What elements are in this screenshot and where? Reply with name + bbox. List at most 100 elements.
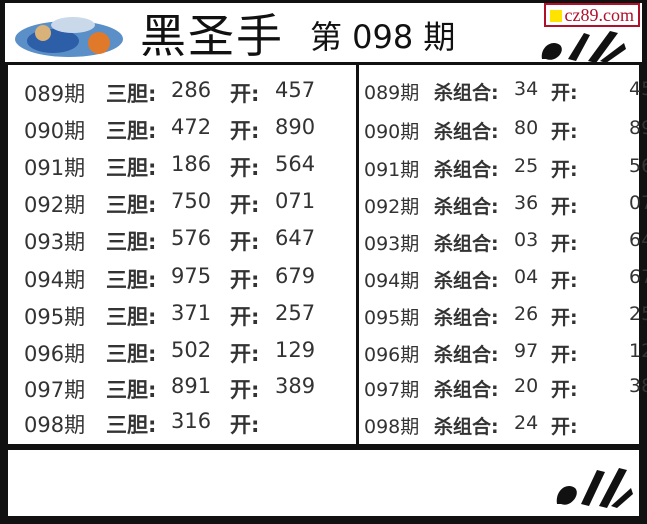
value: 472 xyxy=(171,115,212,139)
value: 26 xyxy=(514,303,539,325)
label: 杀组合: xyxy=(434,82,499,104)
issue-number: 090期 xyxy=(364,121,420,143)
value: 34 xyxy=(514,78,539,100)
label: 三胆: xyxy=(106,342,157,366)
open-label: 开: xyxy=(551,416,578,438)
label: 杀组合: xyxy=(434,307,499,329)
label: 三胆: xyxy=(106,156,157,180)
issue-number: 095期 xyxy=(24,305,86,329)
value: 316 xyxy=(171,409,212,433)
open-value: 457 xyxy=(275,78,316,102)
open-label: 开: xyxy=(230,230,260,254)
value: 20 xyxy=(514,375,539,397)
issue-number: 096期 xyxy=(24,342,86,366)
issue-label: 第 098 期 xyxy=(310,18,456,56)
open-value: 129 xyxy=(629,340,647,362)
issue-number: 094期 xyxy=(364,270,420,292)
label: 三胆: xyxy=(106,82,157,106)
open-label: 开: xyxy=(230,305,260,329)
open-value: 890 xyxy=(629,117,647,139)
label: 三胆: xyxy=(106,413,157,437)
label: 杀组合: xyxy=(434,379,499,401)
open-label: 开: xyxy=(230,413,260,437)
three-dan-panel: 089期 三胆: 286 开: 457 090期 三胆: 472 开: 890 091期 三胆: 186… xyxy=(5,62,359,447)
logo-image xyxy=(15,17,123,57)
open-label: 开: xyxy=(230,342,260,366)
value: 04 xyxy=(514,266,539,288)
value: 286 xyxy=(171,78,212,102)
open-value: 257 xyxy=(629,303,647,325)
open-value: 679 xyxy=(629,266,647,288)
open-label: 开: xyxy=(551,121,578,143)
open-value: 890 xyxy=(275,115,316,139)
footer-box xyxy=(5,447,642,519)
value: 36 xyxy=(514,192,539,214)
value: 576 xyxy=(171,226,212,250)
open-value: 071 xyxy=(275,189,316,213)
label: 三胆: xyxy=(106,268,157,292)
label: 三胆: xyxy=(106,305,157,329)
issue-number: 092期 xyxy=(364,196,420,218)
label: 杀组合: xyxy=(434,270,499,292)
issue-number: 097期 xyxy=(364,379,420,401)
open-label: 开: xyxy=(551,196,578,218)
issue-number: 089期 xyxy=(24,82,86,106)
open-value: 679 xyxy=(275,264,316,288)
value: 186 xyxy=(171,152,212,176)
label: 杀组合: xyxy=(434,159,499,181)
open-label: 开: xyxy=(551,379,578,401)
watermark-text: cz89.com xyxy=(564,5,634,25)
open-value: 389 xyxy=(629,375,647,397)
signature-mark xyxy=(541,31,626,63)
label: 杀组合: xyxy=(434,121,499,143)
open-value: 129 xyxy=(275,338,316,362)
square-icon xyxy=(549,10,562,22)
value: 371 xyxy=(171,301,212,325)
open-label: 开: xyxy=(230,119,260,143)
issue-number: 098期 xyxy=(24,413,86,437)
issue-number: 090期 xyxy=(24,119,86,143)
open-value: 564 xyxy=(629,155,647,177)
issue-number: 092期 xyxy=(24,193,86,217)
label: 杀组合: xyxy=(434,344,499,366)
issue-number: 093期 xyxy=(24,230,86,254)
label: 三胆: xyxy=(106,193,157,217)
open-label: 开: xyxy=(551,159,578,181)
issue-number: 089期 xyxy=(364,82,420,104)
open-label: 开: xyxy=(230,82,260,106)
kill-combo-panel: 089期杀组合:34开:457090期杀组合:80开:890091期杀组合:25… xyxy=(356,62,647,447)
open-label: 开: xyxy=(551,82,578,104)
value: 80 xyxy=(514,117,539,139)
issue-number: 091期 xyxy=(24,156,86,180)
open-label: 开: xyxy=(551,270,578,292)
value: 750 xyxy=(171,189,212,213)
label: 三胆: xyxy=(106,378,157,402)
value: 502 xyxy=(171,338,212,362)
watermark-badge: cz89.com xyxy=(543,3,640,27)
open-label: 开: xyxy=(230,268,260,292)
open-label: 开: xyxy=(230,156,260,180)
value: 24 xyxy=(514,412,539,434)
label: 杀组合: xyxy=(434,416,499,438)
issue-number: 097期 xyxy=(24,378,86,402)
page-title: 黑圣手 xyxy=(140,9,284,63)
label: 三胆: xyxy=(106,119,157,143)
open-value: 564 xyxy=(275,152,316,176)
issue-number: 096期 xyxy=(364,344,420,366)
open-value: 647 xyxy=(275,226,316,250)
value: 975 xyxy=(171,264,212,288)
issue-number: 091期 xyxy=(364,159,420,181)
value: 97 xyxy=(514,340,539,362)
open-label: 开: xyxy=(551,307,578,329)
value: 891 xyxy=(171,374,212,398)
signature-mark xyxy=(556,468,633,508)
open-value: 457 xyxy=(629,78,647,100)
issue-number: 098期 xyxy=(364,416,420,438)
open-value: 257 xyxy=(275,301,316,325)
value: 03 xyxy=(514,229,539,251)
open-value: 071 xyxy=(629,192,647,214)
open-label: 开: xyxy=(230,193,260,217)
label: 杀组合: xyxy=(434,233,499,255)
label: 三胆: xyxy=(106,230,157,254)
